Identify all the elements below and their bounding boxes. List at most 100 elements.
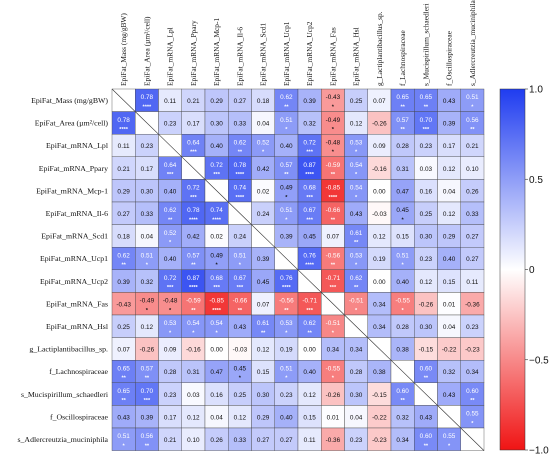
heatmap-cell: 0.40 (390, 269, 415, 293)
colorbar-tick-label: −0.5 (529, 355, 549, 366)
cell-value: 0.40 (210, 143, 223, 150)
cell-value: 0.76 (303, 252, 316, 259)
cell-value: 0.57 (396, 117, 409, 124)
cell-value: 0.18 (257, 98, 270, 105)
cell-value: 0.04 (443, 188, 456, 195)
heatmap-cells: 0.78****0.11 0.21 0.29 0.27 0.180.62**0.39-0… (111, 88, 485, 451)
heatmap-cell: 0.65 ** (111, 360, 136, 384)
cell-value: 0.04 (210, 414, 223, 421)
heatmap-cell: 0.53 * (344, 246, 368, 270)
heatmap-cell: 0.28 (158, 360, 182, 384)
heatmap-cell: 0.17 (135, 156, 159, 180)
cell-value: -0.59 (326, 162, 341, 169)
heatmap-cell: -0.22 (367, 405, 392, 429)
cell-value: 0.56 (466, 117, 479, 124)
cell-value: 0.27 (117, 211, 130, 218)
significance-stars: ** (284, 104, 289, 110)
heatmap-cell: 0.34 (367, 292, 392, 316)
significance-stars: * (402, 263, 405, 269)
heatmap-cell: 0.30 (414, 224, 438, 248)
cell-value: 0.43 (443, 98, 456, 105)
cell-value: 0.51 (466, 94, 479, 101)
cell-value: 0.12 (373, 234, 386, 241)
cell-value: 0.62 (234, 139, 247, 146)
cell-value: 0.39 (141, 414, 154, 421)
heatmap-cell: 0.34 (321, 337, 345, 361)
heatmap-cell: 0.03 (181, 382, 206, 406)
cell-value: -0.66 (326, 207, 341, 214)
cell-value: 0.38 (396, 347, 409, 354)
heatmap-cell: 0.24 (228, 224, 252, 248)
row-label: EpiFat_mRNA_Mcp-1 (36, 186, 108, 195)
diagonal-line (321, 292, 345, 316)
heatmap-cell: 0.23 (158, 111, 182, 135)
heatmap-cell: -0.71 *** (297, 292, 322, 316)
heatmap-cell: 0.87 **** (297, 156, 322, 180)
cell-value: 0.27 (234, 98, 247, 105)
cell-value: 0.74 (234, 185, 247, 192)
cell-value: 0.40 (164, 188, 177, 195)
heatmap-cell: -0.55 * (321, 360, 345, 384)
heatmap-cell: 0.23 (344, 427, 368, 451)
heatmap-cell: 0.25 (111, 314, 136, 338)
heatmap-cell: 0.78 **** (135, 88, 159, 112)
significance-stars: * (123, 443, 126, 449)
heatmap-cell: 0.54 * (181, 314, 206, 338)
heatmap-cell: 0.40 (274, 405, 299, 429)
cell-value: 0.51 (117, 433, 130, 440)
cell-value: 0.51 (141, 252, 154, 259)
cell-value: 0.39 (280, 234, 293, 241)
cell-value: 0.12 (187, 414, 200, 421)
heatmap-cell: 0.53 * (274, 314, 299, 338)
diagonal-line (274, 246, 299, 271)
heatmap-cell: 0.21 (111, 156, 136, 180)
heatmap-cell: -0.22 (437, 337, 461, 361)
heatmap-cell: 0.33 (228, 111, 252, 135)
cell-value: 0.03 (187, 392, 200, 399)
cell-value: 0.18 (117, 234, 130, 241)
significance-stars: ** (331, 217, 336, 223)
heatmap-cell: 0.78 **** (111, 111, 136, 135)
cell-value: 0.53 (350, 139, 363, 146)
heatmap-cell: -0.23 (367, 427, 392, 451)
significance-stars: * (169, 308, 172, 314)
row-label: s_Mucispirillum_schaedleri (21, 390, 109, 399)
column-label: EpiFat_mRNA_Mcp-1 (212, 18, 221, 86)
cell-value: -0.66 (233, 298, 248, 305)
cell-value: 0.65 (396, 94, 409, 101)
cell-value: 0.34 (373, 324, 386, 331)
cell-value: 0.78 (117, 117, 130, 124)
heatmap-cell: 0.72 *** (181, 179, 206, 203)
heatmap-cell (414, 382, 438, 406)
cell-value: 0.31 (396, 166, 409, 173)
cell-value: 0.12 (234, 414, 247, 421)
column-label: s_Adlercreutzia_muciniphila (468, 0, 477, 86)
heatmap-cell: -0.36 (460, 292, 485, 316)
cell-value: 0.23 (420, 256, 433, 263)
cell-value: 0.15 (396, 234, 409, 241)
heatmap-cell: 0.43 (344, 201, 368, 225)
cell-value: -0.26 (140, 347, 155, 354)
significance-stars: * (216, 330, 219, 336)
significance-stars: ** (191, 308, 196, 314)
heatmap-cell: -0.85 **** (204, 292, 229, 316)
cell-value: 0.23 (280, 392, 293, 399)
heatmap-cell: 0.11 (460, 269, 485, 293)
significance-stars: *** (167, 172, 174, 178)
heatmap-cell: 0.39 (274, 224, 299, 248)
heatmap-cell: 0.30 (344, 382, 368, 406)
significance-stars: * (355, 263, 358, 269)
heatmap-cell: 0.33 (460, 201, 485, 225)
heatmap-cell (437, 405, 461, 429)
heatmap-cell: 0.04 (251, 111, 275, 135)
heatmap-cell: 0.27 (228, 88, 252, 112)
heatmap-cell: 0.43 (228, 314, 252, 338)
row-label: s_Adlercreutzia_muciniphila (18, 435, 109, 444)
cell-value: 0.74 (210, 207, 223, 214)
cell-value: -0.49 (140, 298, 155, 305)
heatmap-cell: 0.47 (204, 360, 229, 384)
heatmap-cell: 0.27 (460, 224, 485, 248)
heatmap-cell: 0.55 * (460, 405, 485, 429)
heatmap-cell: 0.40 (158, 179, 182, 203)
cell-value: 0.24 (257, 211, 270, 218)
